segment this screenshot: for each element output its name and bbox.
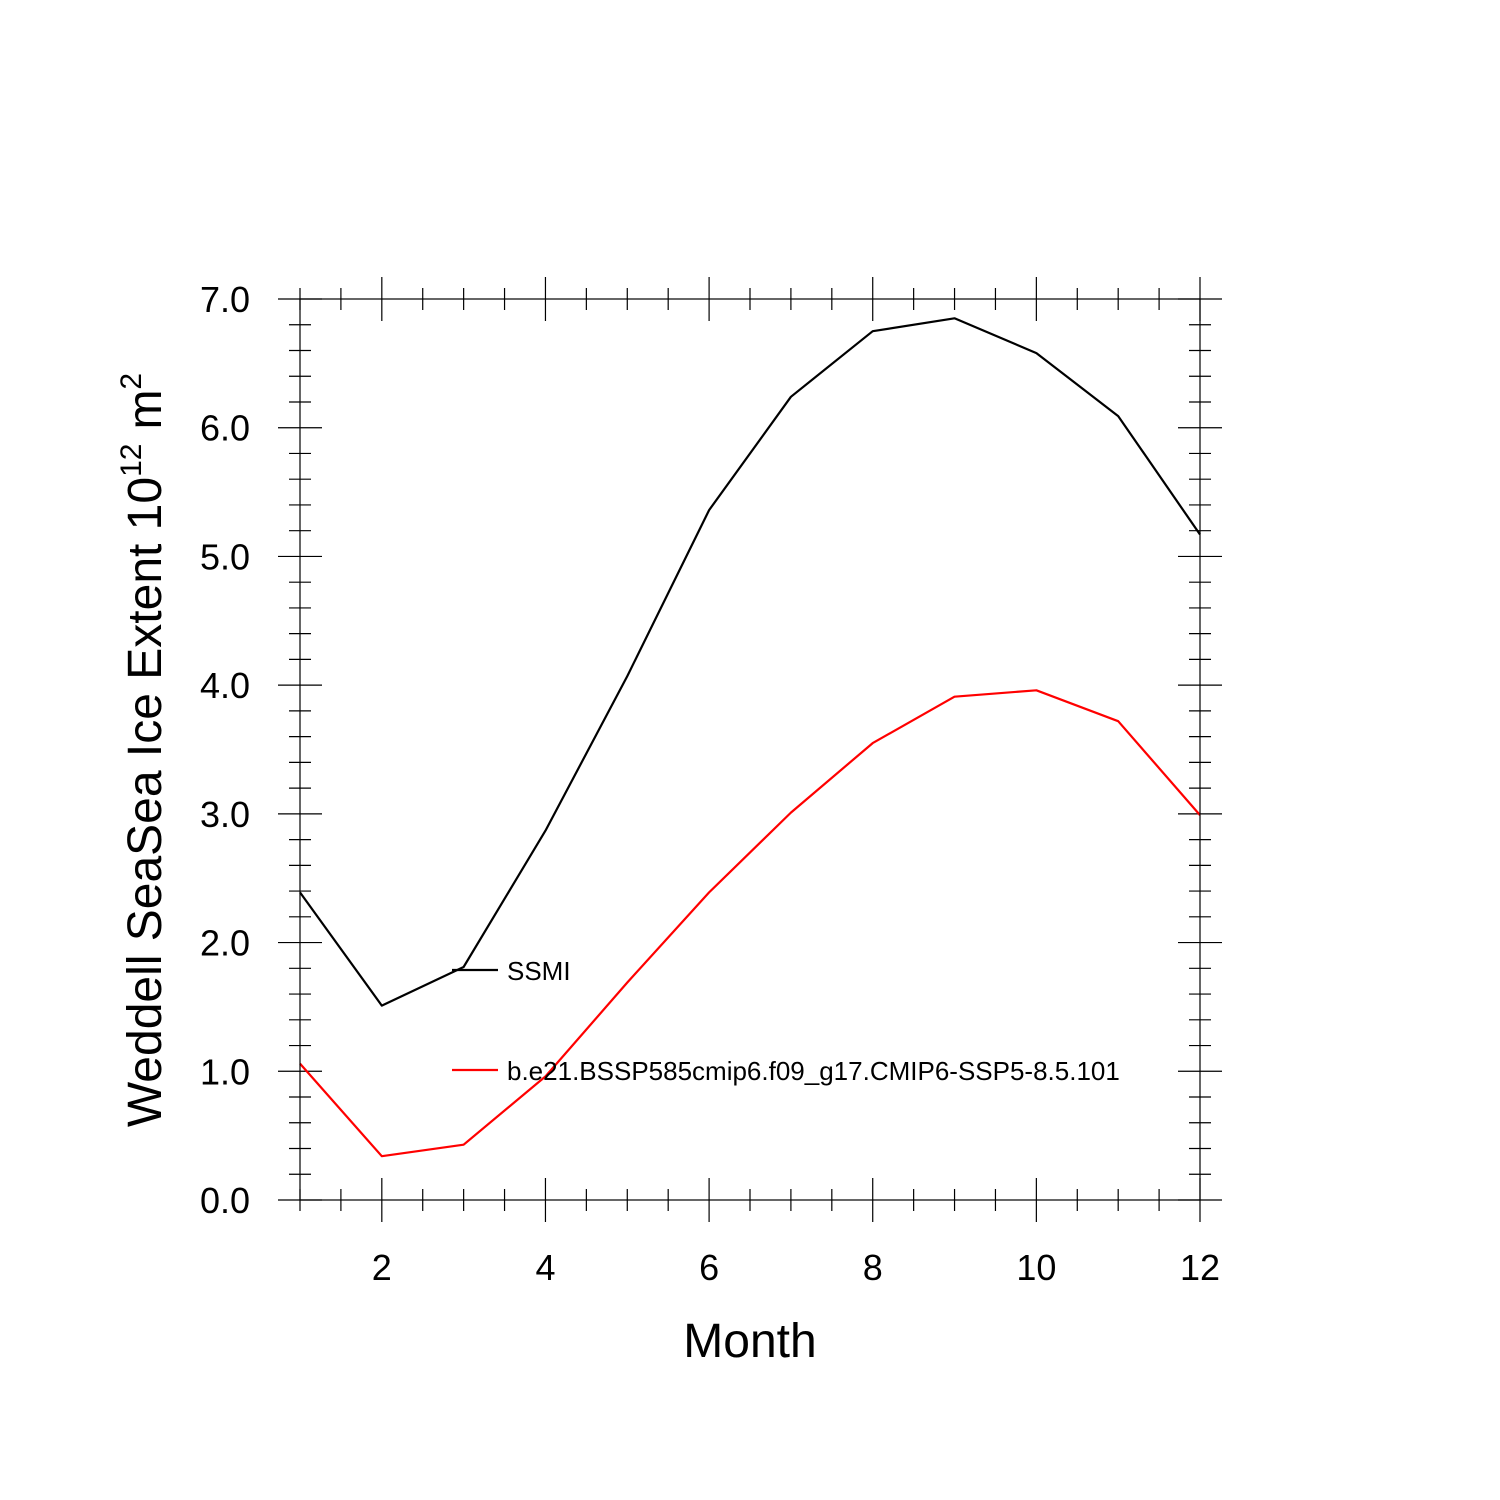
y-tick-label: 5.0 <box>200 536 250 577</box>
y-tick-label: 0.0 <box>200 1180 250 1221</box>
x-tick-label: 2 <box>372 1247 392 1288</box>
y-tick-label: 3.0 <box>200 794 250 835</box>
x-tick-label: 8 <box>863 1247 883 1288</box>
legend-label-2: b.e21.BSSP585cmip6.f09_g17.CMIP6-SSP5-8.… <box>507 1056 1120 1086</box>
y-axis-title-main: Weddell SeaSea Ice Extent 10 <box>119 477 172 1127</box>
legend: SSMI b.e21.BSSP585cmip6.f09_g17.CMIP6-SSP… <box>452 956 1120 1086</box>
series-line-2 <box>299 689 1201 1158</box>
legend-label-1: SSMI <box>507 956 571 986</box>
x-tick-label: 4 <box>535 1247 555 1288</box>
series-line-1 <box>299 317 1201 1007</box>
y-axis-title: Weddell SeaSea Ice Extent 1012 m2 <box>115 373 172 1127</box>
tick-labels: 0.0 1.0 2.0 3.0 4.0 5.0 6.0 7.0 2 4 6 8 10 12 <box>200 279 1220 1288</box>
y-tick-label: 6.0 <box>200 408 250 449</box>
x-tick-label: 10 <box>1016 1247 1056 1288</box>
y-tick-label: 4.0 <box>200 665 250 706</box>
x-tick-label: 6 <box>699 1247 719 1288</box>
y-axis-title-group: Weddell SeaSea Ice Extent 1012 m2 <box>115 373 172 1127</box>
y-axis-title-unit-exponent: 2 <box>115 373 148 390</box>
plot-frame <box>299 298 1201 1201</box>
y-tick-label: 1.0 <box>200 1051 250 1092</box>
y-tick-label: 2.0 <box>200 923 250 964</box>
x-tick-label: 12 <box>1180 1247 1220 1288</box>
y-tick-label: 7.0 <box>200 279 250 320</box>
y-axis-title-exponent: 12 <box>115 444 148 477</box>
y-axis-title-unit: m <box>119 390 172 430</box>
x-axis-title: Month <box>683 1315 816 1368</box>
series-lines <box>299 317 1201 1158</box>
